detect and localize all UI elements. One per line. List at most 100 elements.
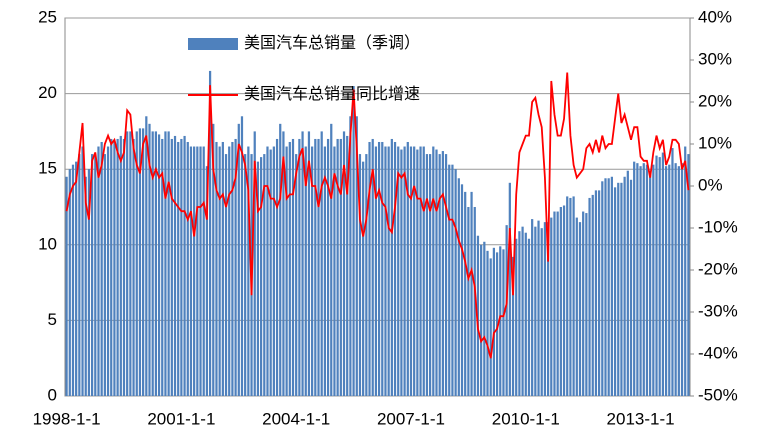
bar <box>476 235 480 396</box>
bar <box>97 146 100 396</box>
bar <box>381 141 384 396</box>
y-tick-label: 20 <box>38 83 57 102</box>
bar <box>228 146 231 396</box>
bar <box>148 123 151 396</box>
bar <box>400 149 403 396</box>
bar <box>314 138 317 396</box>
bar <box>655 155 658 396</box>
bar <box>531 219 534 396</box>
bar <box>173 135 177 396</box>
bar <box>470 191 473 396</box>
bar <box>588 197 591 396</box>
bar <box>451 164 454 396</box>
x-tick-label: 2004-1-1 <box>262 409 330 428</box>
bar <box>342 131 346 396</box>
bar <box>649 170 652 396</box>
bar <box>81 146 84 396</box>
bar <box>428 154 432 396</box>
bar <box>524 232 527 396</box>
bar <box>460 184 464 396</box>
bar <box>110 138 113 396</box>
bar <box>311 146 314 396</box>
bar <box>559 207 562 396</box>
bar <box>231 141 234 396</box>
bar <box>282 131 285 396</box>
bar <box>652 164 655 396</box>
bar <box>642 163 645 396</box>
bar <box>320 131 323 396</box>
bar <box>275 138 279 396</box>
bar <box>129 131 132 396</box>
bar <box>103 154 106 396</box>
x-tick-label: 2013-1-1 <box>607 409 675 428</box>
bar <box>582 211 585 396</box>
bar <box>508 182 511 396</box>
bar <box>499 246 502 396</box>
bar <box>677 166 680 396</box>
bar <box>658 157 661 396</box>
y2-tick-label: 20% <box>698 91 732 110</box>
bar <box>94 154 97 396</box>
bar <box>135 131 138 396</box>
bar <box>556 211 559 396</box>
bar <box>467 207 470 396</box>
bar <box>636 163 639 396</box>
bar <box>633 161 636 396</box>
bar <box>680 163 684 396</box>
bar <box>674 163 677 396</box>
bar <box>218 146 221 396</box>
bar <box>100 141 103 396</box>
bar <box>473 207 476 396</box>
bar <box>505 225 508 396</box>
bar <box>671 148 674 396</box>
bar <box>645 164 649 396</box>
bar <box>607 178 610 396</box>
bar <box>205 166 209 396</box>
bar <box>613 187 617 396</box>
bar <box>518 231 521 396</box>
bar <box>189 146 193 396</box>
bar <box>502 249 505 396</box>
bar <box>199 146 202 396</box>
y-tick-label: 25 <box>38 7 57 26</box>
y-tick-label: 15 <box>38 159 57 178</box>
bar <box>438 154 441 396</box>
bar <box>384 146 387 396</box>
bar <box>330 123 333 396</box>
bar <box>177 141 180 396</box>
bar <box>390 138 393 396</box>
bar <box>90 154 94 396</box>
bar <box>537 220 540 396</box>
legend-label: 美国汽车总销量（季调） <box>244 34 420 52</box>
bar <box>511 256 515 396</box>
bar <box>365 154 368 396</box>
bar <box>253 131 256 396</box>
y2-tick-label: 10% <box>698 133 732 152</box>
bar <box>75 161 78 396</box>
bar <box>68 169 71 396</box>
bar <box>441 151 444 396</box>
bar <box>569 197 572 396</box>
bar <box>84 176 87 396</box>
bar <box>578 222 582 396</box>
bar <box>422 146 425 396</box>
bar <box>259 157 263 396</box>
y2-tick-label: -40% <box>698 343 738 362</box>
bar <box>301 131 304 396</box>
bar <box>543 222 547 396</box>
y2-tick-label: 0% <box>698 175 723 194</box>
bar <box>285 146 288 396</box>
bar <box>212 123 215 396</box>
bar <box>617 182 620 396</box>
bar <box>346 135 349 396</box>
y2-tick-label: -20% <box>698 259 738 278</box>
bar <box>157 134 161 396</box>
bar <box>240 116 244 396</box>
bar <box>668 164 671 396</box>
bar <box>87 169 91 396</box>
bar <box>413 146 416 396</box>
bar <box>553 211 556 396</box>
bar <box>196 146 199 396</box>
y2-tick-label: -10% <box>698 217 738 236</box>
